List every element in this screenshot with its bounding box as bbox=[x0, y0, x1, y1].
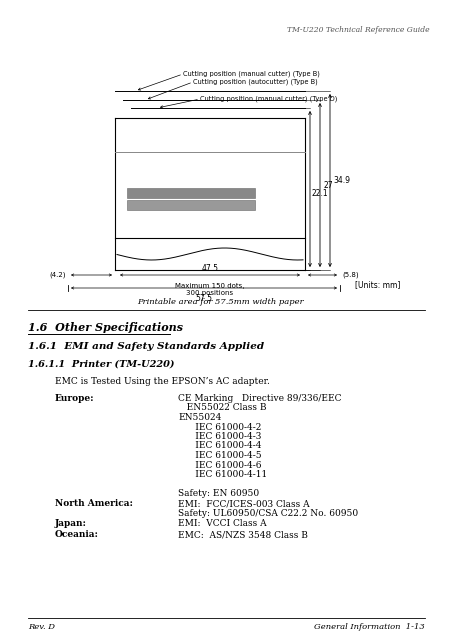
Text: EN55024: EN55024 bbox=[178, 413, 222, 422]
Text: TM-U220 Technical Reference Guide: TM-U220 Technical Reference Guide bbox=[287, 26, 430, 34]
Bar bbox=[127, 188, 255, 198]
Text: Cutting position (autocutter) (Type B): Cutting position (autocutter) (Type B) bbox=[193, 79, 318, 85]
Text: 27: 27 bbox=[323, 180, 333, 189]
Text: General Information  1-13: General Information 1-13 bbox=[314, 623, 425, 631]
Text: IEC 61000-4-6: IEC 61000-4-6 bbox=[178, 461, 261, 470]
Bar bbox=[127, 200, 255, 210]
Text: [Units: mm]: [Units: mm] bbox=[355, 280, 400, 289]
Text: North America:: North America: bbox=[55, 499, 133, 509]
Text: Europe:: Europe: bbox=[55, 394, 95, 403]
Text: IEC 61000-4-4: IEC 61000-4-4 bbox=[178, 442, 261, 451]
Text: 1.6.1.1  Printer (TM-U220): 1.6.1.1 Printer (TM-U220) bbox=[28, 360, 174, 369]
Text: Japan:: Japan: bbox=[55, 520, 87, 529]
Text: (4.2): (4.2) bbox=[49, 272, 66, 278]
Text: EN55022 Class B: EN55022 Class B bbox=[178, 403, 266, 413]
Text: IEC 61000-4-5: IEC 61000-4-5 bbox=[178, 451, 262, 460]
Text: Cutting position (manual cutter) (Type D): Cutting position (manual cutter) (Type D… bbox=[200, 96, 337, 102]
Text: IEC 61000-4-11: IEC 61000-4-11 bbox=[178, 470, 267, 479]
Text: 1.6.1  EMI and Safety Standards Applied: 1.6.1 EMI and Safety Standards Applied bbox=[28, 342, 264, 351]
Text: EMI:  VCCI Class A: EMI: VCCI Class A bbox=[178, 520, 267, 529]
Text: CE Marking   Directive 89/336/EEC: CE Marking Directive 89/336/EEC bbox=[178, 394, 342, 403]
Text: Oceania:: Oceania: bbox=[55, 530, 99, 539]
Text: 47.5: 47.5 bbox=[202, 264, 218, 273]
Text: EMI:  FCC/ICES-003 Class A: EMI: FCC/ICES-003 Class A bbox=[178, 499, 309, 509]
Text: (5.8): (5.8) bbox=[342, 272, 359, 278]
Text: IEC 61000-4-2: IEC 61000-4-2 bbox=[178, 422, 261, 431]
Text: Safety: EN 60950: Safety: EN 60950 bbox=[178, 489, 259, 498]
Text: EMC:  AS/NZS 3548 Class B: EMC: AS/NZS 3548 Class B bbox=[178, 530, 308, 539]
Text: 34.9: 34.9 bbox=[333, 176, 350, 185]
Text: Printable area for 57.5mm width paper: Printable area for 57.5mm width paper bbox=[137, 298, 304, 306]
Text: IEC 61000-4-3: IEC 61000-4-3 bbox=[178, 432, 261, 441]
Text: 300 positions: 300 positions bbox=[187, 290, 234, 296]
Text: Safety: UL60950/CSA C22.2 No. 60950: Safety: UL60950/CSA C22.2 No. 60950 bbox=[178, 509, 358, 518]
Text: 22.1: 22.1 bbox=[312, 189, 328, 198]
Text: 1.6  Other Specifications: 1.6 Other Specifications bbox=[28, 322, 183, 333]
Text: Cutting position (manual cutter) (Type B): Cutting position (manual cutter) (Type B… bbox=[183, 71, 320, 77]
Text: Rev. D: Rev. D bbox=[28, 623, 55, 631]
Text: 57.5: 57.5 bbox=[196, 294, 212, 303]
Text: EMC is Tested Using the EPSON’s AC adapter.: EMC is Tested Using the EPSON’s AC adapt… bbox=[55, 377, 270, 386]
Text: Maximum 150 dots,: Maximum 150 dots, bbox=[175, 283, 245, 289]
